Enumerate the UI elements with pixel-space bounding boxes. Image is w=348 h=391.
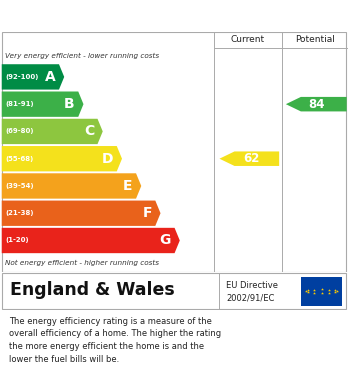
- Text: C: C: [84, 124, 94, 138]
- Polygon shape: [2, 228, 180, 253]
- Text: (39-54): (39-54): [5, 183, 34, 189]
- Text: The energy efficiency rating is a measure of the
overall efficiency of a home. T: The energy efficiency rating is a measur…: [9, 317, 221, 364]
- Text: B: B: [64, 97, 75, 111]
- Text: (69-80): (69-80): [5, 128, 34, 135]
- Text: F: F: [142, 206, 152, 220]
- Text: Very energy efficient - lower running costs: Very energy efficient - lower running co…: [5, 52, 159, 59]
- Text: Not energy efficient - higher running costs: Not energy efficient - higher running co…: [5, 260, 159, 266]
- Polygon shape: [2, 173, 141, 199]
- Text: 84: 84: [308, 98, 325, 111]
- Polygon shape: [2, 201, 160, 226]
- Polygon shape: [220, 151, 279, 166]
- Polygon shape: [2, 91, 84, 117]
- Text: Energy Efficiency Rating: Energy Efficiency Rating: [9, 9, 219, 23]
- Polygon shape: [2, 119, 103, 144]
- Text: (1-20): (1-20): [5, 237, 29, 244]
- Text: England & Wales: England & Wales: [10, 282, 175, 300]
- Polygon shape: [2, 64, 64, 90]
- Text: EU Directive: EU Directive: [226, 281, 278, 290]
- Text: Potential: Potential: [295, 35, 335, 44]
- Text: Current: Current: [231, 35, 265, 44]
- Polygon shape: [2, 146, 122, 171]
- Text: (81-91): (81-91): [5, 101, 34, 107]
- Text: 62: 62: [243, 152, 260, 165]
- Text: (55-68): (55-68): [5, 156, 33, 162]
- Text: (21-38): (21-38): [5, 210, 34, 216]
- Text: (92-100): (92-100): [5, 74, 39, 80]
- FancyBboxPatch shape: [301, 277, 342, 305]
- Text: A: A: [45, 70, 56, 84]
- Text: G: G: [160, 233, 171, 248]
- Text: D: D: [102, 152, 113, 166]
- Polygon shape: [286, 97, 347, 111]
- Text: 2002/91/EC: 2002/91/EC: [226, 293, 275, 302]
- Text: E: E: [123, 179, 133, 193]
